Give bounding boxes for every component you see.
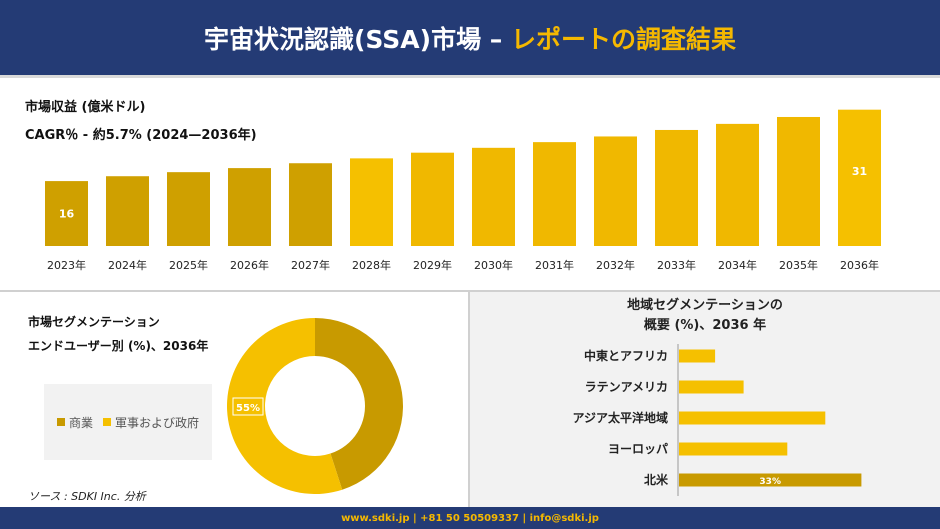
revenue-bar-9 xyxy=(594,136,637,246)
revenue-bar-11 xyxy=(716,123,759,246)
revenue-bar-3 xyxy=(228,168,271,246)
panel-divider xyxy=(468,292,470,507)
revenue-bar-4 xyxy=(289,163,332,246)
enduser-title-line2: エンドユーザー別 (%)、2036年 xyxy=(28,339,209,353)
legend-item-military: 軍事および政府 xyxy=(103,414,199,431)
region-data-label-4: 33% xyxy=(759,477,781,487)
revenue-tick-label-6: 2029年 xyxy=(413,258,452,272)
region-title-line1: 地域セグメンテーションの xyxy=(627,298,783,313)
footer-contact[interactable]: www.sdki.jp | +81 50 50509337 | info@sdk… xyxy=(0,507,940,529)
revenue-bar-7 xyxy=(472,147,515,246)
revenue-bar-10 xyxy=(655,129,698,246)
donut-slice-label: 55% xyxy=(236,403,260,414)
revenue-tick-label-3: 2026年 xyxy=(230,258,269,272)
revenue-tick-label-2: 2025年 xyxy=(169,258,208,272)
revenue-tick-label-11: 2034年 xyxy=(718,258,757,272)
revenue-bar-6 xyxy=(411,152,454,246)
region-category-label-1: ラテンアメリカ xyxy=(585,380,668,394)
enduser-panel: 市場セグメンテーション エンドユーザー別 (%)、2036年 商業 軍事および政… xyxy=(0,292,468,507)
revenue-bar-1 xyxy=(106,176,149,246)
title-main: 宇宙状況認識(SSA)市場 – xyxy=(203,24,511,54)
page-title: 宇宙状況認識(SSA)市場 – レポートの調査結果 xyxy=(204,20,736,56)
region-title-line2: 概要 (%)、2036 年 xyxy=(643,318,767,333)
metric-revenue-label: 市場収益 (億米ドル) xyxy=(25,100,146,115)
region-category-label-0: 中東とアフリカ xyxy=(584,348,668,363)
enduser-title: 市場セグメンテーション エンドユーザー別 (%)、2036年 xyxy=(28,310,243,358)
legend-item-commercial: 商業 xyxy=(56,414,93,431)
region-bar-4 xyxy=(679,473,862,487)
revenue-bar-2 xyxy=(167,172,210,246)
revenue-tick-label-4: 2027年 xyxy=(291,258,330,272)
header-banner: 宇宙状況認識(SSA)市場 – レポートの調査結果 xyxy=(0,0,940,75)
revenue-bar-chart: 2023年 16 2024年 2025年 2026年 2027年 2028年 2029年 203… xyxy=(45,109,881,272)
region-category-label-4: 北米 xyxy=(644,472,669,487)
region-category-label-3: ヨーロッパ xyxy=(608,442,668,456)
title-highlight: レポートの調査結果 xyxy=(510,24,736,54)
enduser-donut-chart: 55% xyxy=(227,318,403,494)
revenue-bar-0 xyxy=(45,181,88,246)
enduser-title-line1: 市場セグメンテーション xyxy=(28,315,160,329)
revenue-bar-13 xyxy=(838,109,881,247)
header-divider xyxy=(0,75,940,78)
metric-cagr-label: CAGR％ - 約5.7% (2024—2036年) xyxy=(25,128,257,143)
revenue-tick-label-12: 2035年 xyxy=(779,258,818,272)
revenue-tick-label-1: 2024年 xyxy=(108,258,147,272)
revenue-data-label-0: 16 xyxy=(59,208,75,221)
region-bar-3 xyxy=(679,442,788,456)
revenue-panel: 2023年 16 2024年 2025年 2026年 2027年 2028年 2029年 203… xyxy=(0,78,940,288)
region-category-label-2: アジア太平洋地域 xyxy=(572,410,668,425)
legend-swatch-military xyxy=(103,418,111,426)
donut-slice-1 xyxy=(227,318,343,494)
region-bar-0 xyxy=(679,349,716,363)
revenue-bar-8 xyxy=(533,142,576,246)
donut-slice-0 xyxy=(315,318,403,490)
source-note: ソース : SDKI Inc. 分析 xyxy=(28,490,146,503)
revenue-tick-label-9: 2032年 xyxy=(596,258,635,272)
legend-swatch-commercial xyxy=(56,418,65,426)
revenue-tick-label-13: 2036年 xyxy=(840,258,879,272)
region-bar-1 xyxy=(679,380,744,394)
revenue-tick-label-0: 2023年 xyxy=(47,258,86,272)
revenue-tick-label-5: 2028年 xyxy=(352,258,391,272)
donut-label-box xyxy=(232,397,264,416)
revenue-tick-label-10: 2033年 xyxy=(657,258,696,272)
revenue-data-label-13: 31 xyxy=(852,165,867,178)
revenue-bar-5 xyxy=(350,158,393,246)
region-title: 地域セグメンテーションの 概要 (%)、2036 年 xyxy=(470,296,940,336)
region-panel: 地域セグメンテーションの 概要 (%)、2036 年 中東とアフリカ ラテンアメリ… xyxy=(470,292,940,507)
region-bar-2 xyxy=(679,411,826,425)
legend-label-commercial: 商業 xyxy=(68,415,93,430)
section-divider xyxy=(0,290,940,292)
legend-label-military: 軍事および政府 xyxy=(115,415,200,430)
revenue-bar-12 xyxy=(777,116,820,247)
revenue-tick-label-7: 2030年 xyxy=(474,258,513,272)
enduser-legend: 商業 軍事および政府 xyxy=(44,384,212,460)
revenue-tick-label-8: 2031年 xyxy=(535,258,574,272)
